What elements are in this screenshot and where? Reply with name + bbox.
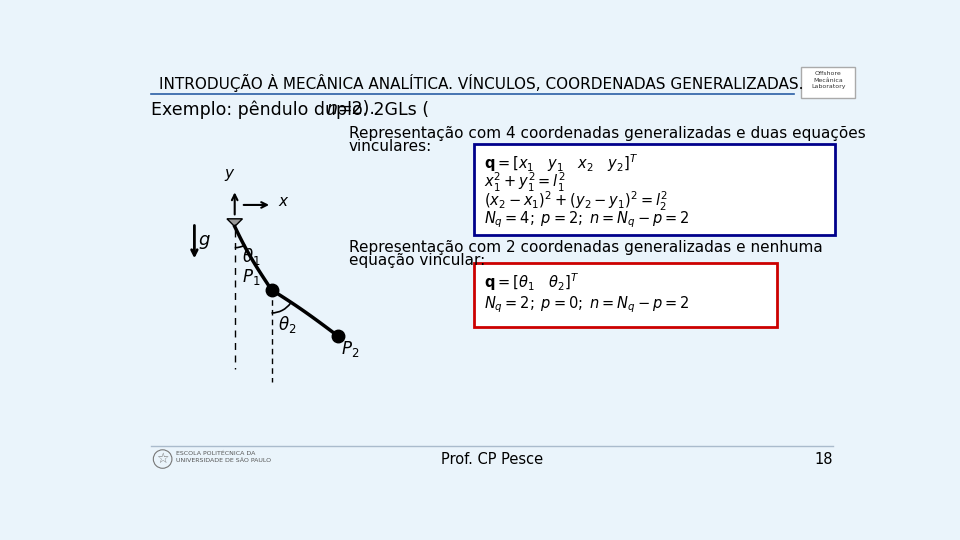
Text: $x_1^2 + y_1^2 = l_1^2$: $x_1^2 + y_1^2 = l_1^2$ xyxy=(484,171,565,194)
Text: $N_q = 4;\; p = 2;\; n = N_q - p = 2$: $N_q = 4;\; p = 2;\; n = N_q - p = 2$ xyxy=(484,210,689,230)
Text: $n$: $n$ xyxy=(326,100,338,118)
Text: $P_1$: $P_1$ xyxy=(242,267,261,287)
Text: ☆: ☆ xyxy=(156,452,169,466)
Text: Prof. CP Pesce: Prof. CP Pesce xyxy=(441,451,543,467)
Polygon shape xyxy=(227,219,243,226)
FancyBboxPatch shape xyxy=(474,262,778,327)
Text: $N_q = 2;\; p = 0;\; n = N_q - p = 2$: $N_q = 2;\; p = 0;\; n = N_q - p = 2$ xyxy=(484,294,689,315)
Text: $\theta_2$: $\theta_2$ xyxy=(277,314,296,335)
Text: $y$: $y$ xyxy=(225,167,236,184)
Text: $x$: $x$ xyxy=(278,194,290,210)
Text: vinculares:: vinculares: xyxy=(348,139,432,154)
Text: $\mathbf{q} = \left[x_1 \quad y_1 \quad x_2 \quad y_2\right]^T$: $\mathbf{q} = \left[x_1 \quad y_1 \quad … xyxy=(484,153,638,174)
Text: UNIVERSIDADE DE SÃO PAULO: UNIVERSIDADE DE SÃO PAULO xyxy=(176,458,271,463)
Text: Representação com 2 coordenadas generalizadas e nenhuma: Representação com 2 coordenadas generali… xyxy=(348,240,823,255)
FancyBboxPatch shape xyxy=(474,144,835,235)
Text: 18: 18 xyxy=(814,451,833,467)
Text: ESCOLA POLITÉCNICA DA: ESCOLA POLITÉCNICA DA xyxy=(176,451,255,456)
FancyBboxPatch shape xyxy=(802,67,855,98)
Text: Exemplo: pêndulo duplo. 2GLs (: Exemplo: pêndulo duplo. 2GLs ( xyxy=(151,100,429,119)
Text: Offshore
Mecânica
Laboratory: Offshore Mecânica Laboratory xyxy=(811,71,846,89)
Text: =2).: =2). xyxy=(337,100,374,118)
Text: Representação com 4 coordenadas generalizadas e duas equações: Representação com 4 coordenadas generali… xyxy=(348,126,865,141)
Text: $\mathbf{q} = \left[\theta_1 \quad \theta_2\right]^T$: $\mathbf{q} = \left[\theta_1 \quad \thet… xyxy=(484,271,579,293)
Text: $g$: $g$ xyxy=(199,233,211,251)
Text: $P_2$: $P_2$ xyxy=(341,339,360,359)
Text: $(x_2 - x_1)^2 + (y_2 - y_1)^2 = l_2^2$: $(x_2 - x_1)^2 + (y_2 - y_1)^2 = l_2^2$ xyxy=(484,190,668,213)
Text: $\theta_1$: $\theta_1$ xyxy=(243,246,261,267)
Text: equação vincular:: equação vincular: xyxy=(348,253,485,268)
Text: INTRODUÇÃO À MECÂNICA ANALÍTICA. VÍNCULOS, COORDENADAS GENERALIZADAS.: INTRODUÇÃO À MECÂNICA ANALÍTICA. VÍNCULO… xyxy=(158,75,804,92)
